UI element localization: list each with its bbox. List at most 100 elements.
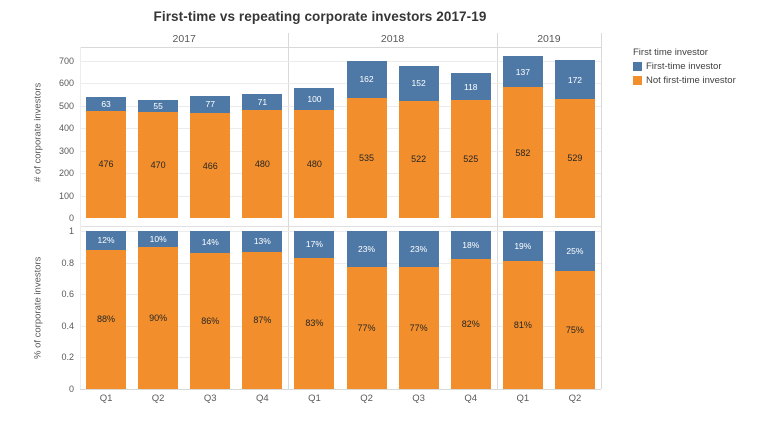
bar-segment-first-time: 77 [190,95,231,114]
bar-counts-2017-q4: 71 480 [242,94,283,218]
bar-percent-2018-q4: 18% 82% [450,231,491,389]
bar-value-label-first-time: 25% [566,245,584,256]
bar-value-label-first-time: 10% [149,233,167,244]
bar-value-label-first-time: 19% [514,241,532,251]
bar-segment-first-time: 17% [294,231,335,258]
bar-segment-not-first-time: 86% [190,253,231,389]
bar-value-label-first-time: 137 [515,66,530,77]
bar-segment-not-first-time: 75% [554,270,595,389]
x-tick-2017-q3: Q3 [203,393,217,404]
bar-value-label-not-first-time: 480 [254,158,270,169]
bar-counts-2018-q3: 152 522 [398,66,439,218]
y-tick-percent: 0.8 [61,257,74,268]
bar-segment-first-time: 25% [554,231,595,271]
x-tick-2017-q1: Q1 [99,393,113,404]
bar-counts-2017-q3: 77 466 [190,95,231,218]
y-tick-counts: 0 [68,213,74,223]
bar-value-label-first-time: 162 [359,74,374,85]
bar-percent-2017-q2: 10% 90% [138,231,179,389]
legend-items: First-time investor Not first-time invest… [633,61,765,86]
bar-value-label-not-first-time: 466 [202,160,218,171]
y-tick-counts: 600 [58,78,74,88]
bar-value-label-not-first-time: 82% [461,319,480,330]
bar-segment-first-time: 19% [502,231,543,262]
bar-counts-2017-q1: 63 476 [86,96,127,218]
year-group-separator [288,33,290,389]
bar-counts-2017-q2: 55 470 [138,99,179,218]
bar-value-label-not-first-time: 81% [513,320,532,330]
gridline-counts [80,128,601,129]
y-tick-counts: 400 [58,123,74,133]
bar-value-label-first-time: 118 [463,81,478,92]
bar-value-label-not-first-time: 77% [409,323,428,334]
bar-segment-first-time: 172 [554,60,595,99]
bar-segment-first-time: 10% [138,231,179,247]
year-group-label-2017: 2017 [172,33,196,45]
y-tick-counts: 500 [58,100,74,111]
year-group-separator [496,33,498,389]
legend-swatch-not_first_time [633,75,642,85]
bar-value-label-not-first-time: 90% [149,312,168,323]
bar-percent-2019-q2: 25% 75% [554,231,595,389]
bar-segment-first-time: 162 [346,61,387,98]
bar-segment-first-time: 71 [242,94,283,110]
year-group-label-2019: 2019 [537,33,561,45]
bar-segment-first-time: 118 [450,73,491,100]
y-tick-percent: 0.6 [61,289,74,300]
bar-value-label-not-first-time: 88% [97,314,116,325]
bar-value-label-not-first-time: 75% [565,324,584,335]
y-tick-counts: 100 [58,190,74,201]
bar-value-label-not-first-time: 525 [463,153,479,164]
bar-segment-first-time: 14% [190,231,231,254]
bar-value-label-not-first-time: 582 [515,147,531,158]
x-axis-line [80,389,601,390]
y-tick-counts: 700 [58,55,74,66]
bar-value-label-not-first-time: 529 [567,153,583,164]
bar-segment-not-first-time: 77% [346,267,387,389]
bar-percent-2018-q1: 17% 83% [294,231,335,389]
gridline-percent-top [80,231,601,232]
y-tick-counts: 200 [58,168,74,178]
x-tick-2018-q4: Q4 [464,393,478,404]
legend-swatch-first_time [633,62,642,71]
bar-segment-not-first-time: 582 [502,87,543,218]
bar-value-label-not-first-time: 480 [306,159,322,169]
bar-value-label-first-time: 12% [97,235,115,246]
bar-segment-first-time: 137 [502,56,543,88]
legend-title: First time investor [633,47,708,58]
bar-value-label-not-first-time: 83% [305,318,324,329]
bar-value-label-not-first-time: 77% [357,323,376,334]
bar-value-label-first-time: 13% [253,236,271,247]
bar-counts-2018-q4: 118 525 [450,73,491,218]
bar-value-label-not-first-time: 87% [253,315,272,326]
bar-value-label-first-time: 100 [307,93,322,104]
bar-segment-not-first-time: 81% [502,261,543,389]
legend-item-label: First-time investor [646,61,722,72]
bar-value-label-not-first-time: 470 [150,160,166,171]
y-tick-percent: 0.4 [61,320,74,331]
bar-value-label-not-first-time: 522 [411,154,427,165]
bar-segment-not-first-time: 480 [242,109,283,218]
gridline-percent [80,357,601,359]
gridline-counts [80,150,601,152]
bar-segment-first-time: 23% [398,231,439,268]
bar-value-label-first-time: 23% [410,244,428,255]
bar-value-label-first-time: 18% [462,240,480,251]
bar-segment-not-first-time: 535 [346,97,387,218]
bar-value-label-first-time: 77 [205,99,215,110]
bar-counts-2019-q1: 137 582 [502,56,543,218]
bar-value-label-first-time: 23% [358,244,376,255]
panel-top-border [80,47,601,48]
bar-value-label-first-time: 172 [567,74,583,85]
y-tick-percent: 1 [68,226,74,236]
gridline-counts [80,195,601,197]
bar-segment-first-time: 55 [138,99,179,113]
y-tick-counts: 300 [58,145,74,156]
bar-segment-first-time: 12% [86,231,127,250]
legend-item-first_time: First-time investor [633,61,765,72]
gridline-percent [80,262,601,264]
bar-value-label-first-time: 152 [411,78,426,89]
x-tick-2018-q3: Q3 [412,393,425,404]
